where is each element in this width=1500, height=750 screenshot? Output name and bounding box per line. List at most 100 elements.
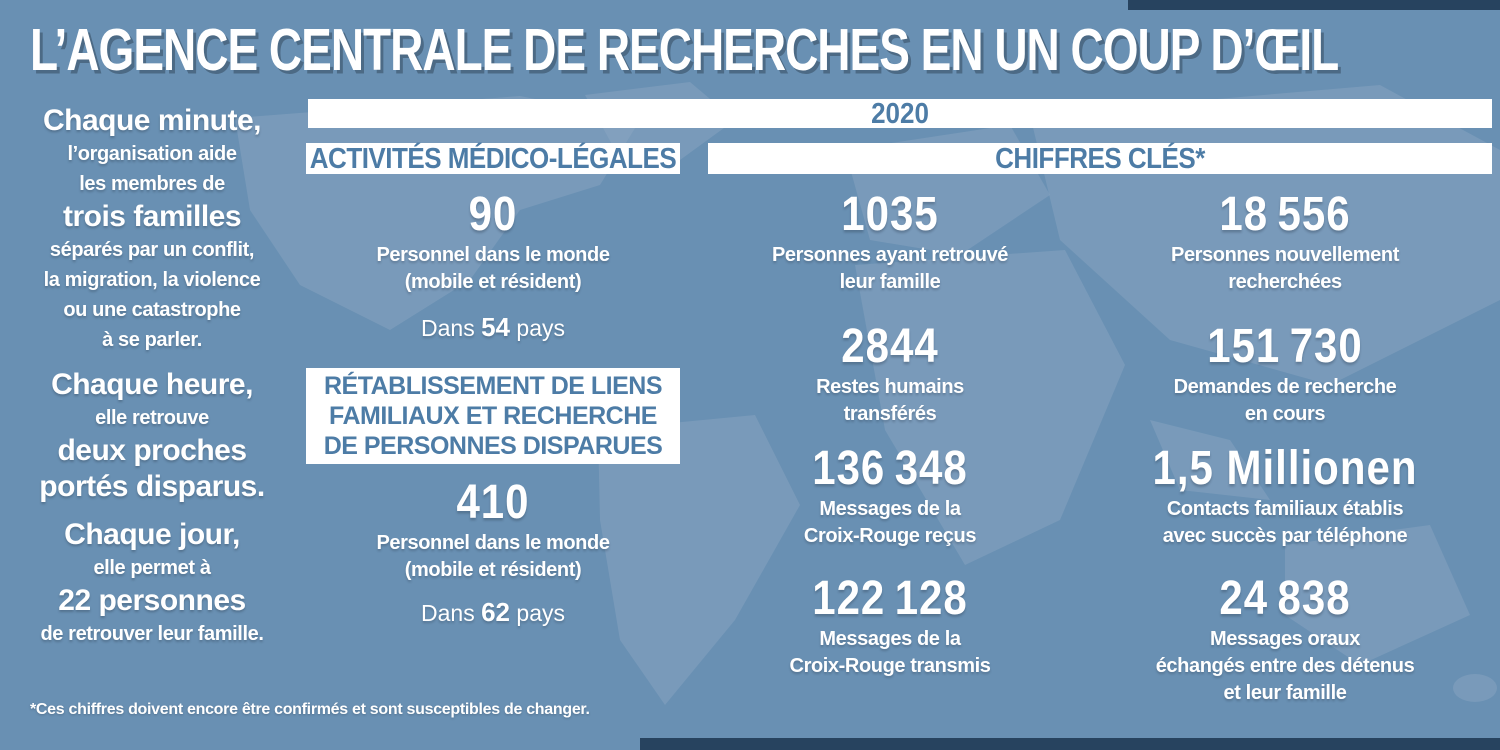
intro-jour-highlight: 22 personnes [58,584,246,617]
stat-value: 151 730 [1095,318,1475,372]
stat-rlf-pays: Dans 62 pays [306,597,680,628]
stat-label-line: (mobile et résident) [404,271,582,293]
stat-label-line: et leur famille [1223,682,1347,704]
rlf-header-line: DE PERSONNES DISPARUES [323,432,663,460]
stat-value: 410 [306,474,680,528]
chiffres-column-2: 18 556 Personnes nouvellement recherchée… [1095,0,1475,750]
stat-label-line: Personnel dans le monde [376,244,610,266]
stat-label-line: avec succès par téléphone [1162,525,1408,547]
stat-messages-recus: 136 348 Messages de la Croix-Rouge reçus [700,440,1080,550]
stat-label-line: transférés [843,403,937,425]
stat-value-text: 151 730 [1207,318,1363,373]
edge-bottom-bar [640,738,1500,750]
pays-prefix: Dans [421,600,475,626]
intro-line: la migration, la violence [43,269,261,291]
stat-value: 2844 [700,318,1080,372]
map-south-america [598,415,800,705]
intro-line: ou une catastrophe [63,299,241,321]
section-header-chiffres-cles: CHIFFRES CLÉS* [708,141,1492,175]
pays-count: 62 [481,597,511,627]
section-header-medico-legales: ACTIVITÉS MÉDICO-LÉGALES [306,141,680,175]
stat-value-text: 122 128 [812,570,968,625]
intro-line: à se parler. [102,329,202,351]
pays-prefix: Dans [421,315,475,341]
stat-label-line: Restes humains [816,376,964,398]
stat-value-text: 1035 [841,186,939,241]
intro-heure-highlight: portés disparus. [39,470,265,503]
stat-value-text: 18 556 [1219,186,1351,241]
intro-line: séparés par un conflit, [49,239,255,261]
stat-value: 1,5 Millionen [1095,440,1475,494]
stat-value-text: 2844 [841,318,939,373]
map-se-asia [1150,420,1270,500]
year-label: 2020 [871,96,929,130]
stat-contacts-telephone: 1,5 Millionen Contacts familiaux établis… [1095,440,1475,550]
stat-value-text: 90 [468,186,518,241]
footnote: *Ces chiffres doivent encore être confir… [30,701,590,718]
intro-minute-title: Chaque minute, [42,104,262,137]
stat-value: 1035 [700,186,1080,240]
stat-label-line: recherchées [1228,271,1342,293]
stat-label-line: Messages oraux [1209,628,1361,650]
intro-line: de retrouver leur famille. [40,623,264,645]
section-header-chiffres-label: CHIFFRES CLÉS* [995,141,1205,175]
stat-label-line: Contacts familiaux établis [1166,498,1404,520]
rlf-header-line: FAMILIAUX ET RECHERCHE [329,402,657,430]
page-title: L’AGENCE CENTRALE DE RECHERCHES EN UN CO… [30,15,1339,83]
intro-minute-highlight: trois familles [62,200,242,233]
edge-top-bar [1128,0,1500,10]
stat-rlf-personnel: 410 Personnel dans le monde (mobile et r… [306,474,680,584]
stat-restes-humains: 2844 Restes humains transférés [700,318,1080,428]
map-africa [855,250,1125,565]
stat-value-text: 136 348 [812,440,968,495]
section-header-rlf: RÉTABLISSEMENT DE LIENS FAMILIAUX ET REC… [306,368,680,464]
intro-heure-highlight: deux proches [57,434,247,467]
stat-label-line: en cours [1244,403,1326,425]
stat-personnes-retrouve: 1035 Personnes ayant retrouvé leur famil… [700,186,1080,296]
intro-heure-title: Chaque heure, [51,368,253,401]
stat-value-text: 410 [456,474,530,529]
stat-messages-oraux: 24 838 Messages oraux échangés entre des… [1095,570,1475,707]
stat-value: 90 [306,186,680,240]
section-header-medico-label: ACTIVITÉS MÉDICO-LÉGALES [309,141,677,175]
stat-label-line: Personnel dans le monde [376,532,610,554]
stat-label-line: leur famille [839,271,941,293]
chiffres-column-1: 1035 Personnes ayant retrouvé leur famil… [700,0,1080,750]
stat-label-line: Croix-Rouge transmis [789,655,991,677]
intro-line: elle permet à [93,557,211,579]
stat-value: 136 348 [700,440,1080,494]
column-medico-legales: 90 Personnel dans le monde (mobile et ré… [306,0,680,750]
rlf-header-line: RÉTABLISSEMENT DE LIENS [323,372,663,400]
stat-value-text: 24 838 [1219,570,1351,625]
year-banner: 2020 [308,96,1492,130]
stat-label-line: Personnes ayant retrouvé [771,244,1009,266]
stat-label-line: (mobile et résident) [404,559,582,581]
stat-nouvellement-recherchees: 18 556 Personnes nouvellement recherchée… [1095,186,1475,296]
intro-jour-title: Chaque jour, [64,518,240,551]
intro-line: l’organisation aide [67,143,237,165]
intro-column: Chaque minute, l’organisation aide les m… [2,103,302,649]
stat-value-text: 1,5 Millionen [1152,440,1418,495]
pays-count: 54 [481,312,511,342]
stat-label-line: Croix-Rouge reçus [803,525,977,547]
stat-demandes-en-cours: 151 730 Demandes de recherche en cours [1095,318,1475,428]
map-australia [1285,525,1470,665]
stat-label-line: échangés entre des détenus [1155,655,1415,677]
stat-value: 122 128 [700,570,1080,624]
map-new-zealand [1453,674,1497,702]
stat-label-line: Personnes nouvellement [1171,244,1399,266]
stat-value: 18 556 [1095,186,1475,240]
pays-suffix: pays [516,315,565,341]
stat-value: 24 838 [1095,570,1475,624]
stat-messages-transmis: 122 128 Messages de la Croix-Rouge trans… [700,570,1080,680]
stat-medico-pays: Dans 54 pays [306,312,680,343]
stat-medico-personnel: 90 Personnel dans le monde (mobile et ré… [306,186,680,296]
pays-suffix: pays [516,600,565,626]
stat-label-line: Messages de la [819,628,961,650]
page-title-text: L’AGENCE CENTRALE DE RECHERCHES EN UN CO… [30,15,1339,83]
intro-line: elle retrouve [95,407,209,429]
intro-line: les membres de [79,173,225,195]
stat-label-line: Demandes de recherche [1173,376,1397,398]
stat-label-line: Messages de la [819,498,961,520]
